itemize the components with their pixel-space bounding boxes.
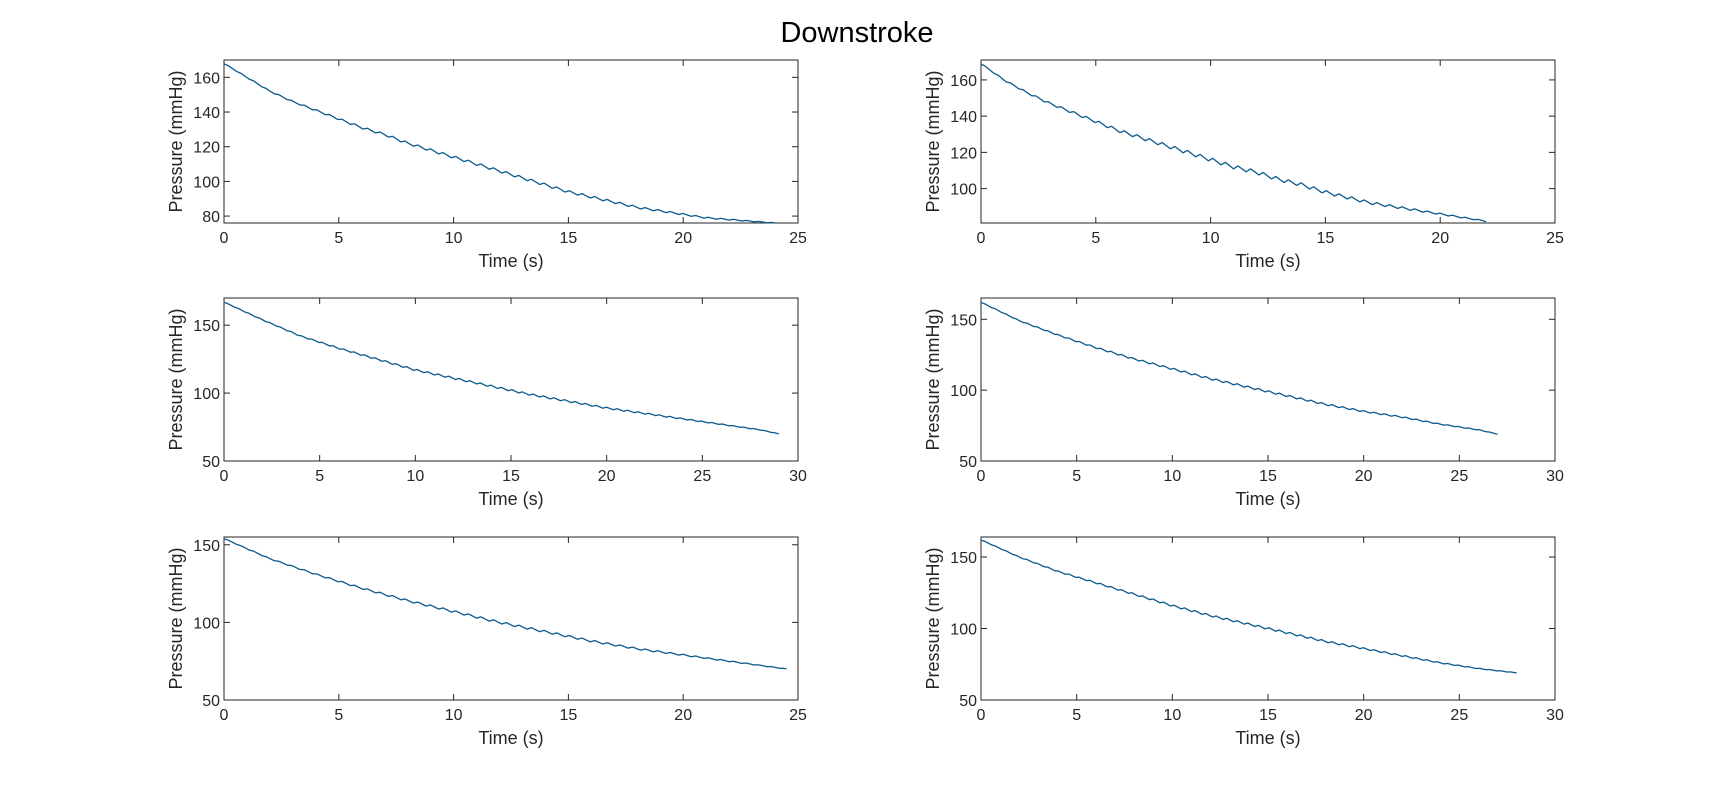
figure-title: Downstroke — [780, 17, 933, 49]
y-tick-label: 160 — [193, 70, 220, 87]
x-tick-label: 15 — [1259, 468, 1277, 485]
x-tick-label: 15 — [1259, 707, 1277, 724]
x-tick-label: 0 — [977, 707, 986, 724]
x-tick-label: 0 — [220, 230, 229, 247]
y-tick-label: 150 — [193, 318, 220, 335]
subplot-2: 0 5 10 15 20 25 100 120 140 160 Time (s) Pressure (… — [923, 59, 1564, 271]
x-tick-label: 5 — [334, 230, 343, 247]
x-tick-label: 15 — [1317, 230, 1335, 247]
x-tick-label: 10 — [445, 707, 463, 724]
x-tick-label: 0 — [977, 468, 986, 485]
x-axis-label: Time (s) — [478, 728, 543, 748]
x-axis-label: Time (s) — [478, 489, 543, 509]
x-tick-label: 30 — [1546, 468, 1564, 485]
x-tick-label: 0 — [220, 707, 229, 724]
x-tick-label: 5 — [1091, 230, 1100, 247]
x-tick-label: 10 — [406, 468, 424, 485]
x-tick-label: 5 — [1072, 707, 1081, 724]
y-tick-label: 50 — [959, 693, 977, 710]
x-tick-label: 10 — [445, 230, 463, 247]
x-tick-label: 20 — [674, 230, 692, 247]
pressure-series-line — [223, 63, 776, 224]
x-tick-label: 20 — [598, 468, 616, 485]
x-axis-label: Time (s) — [478, 251, 543, 271]
y-tick-label: 120 — [950, 145, 977, 162]
y-axis-label: Pressure (mmHg) — [166, 308, 186, 450]
subplot-6: 0 5 10 15 20 25 30 50 100 150 Time (s) Pressure (mm… — [923, 536, 1564, 748]
y-tick-label: 100 — [193, 615, 220, 632]
x-tick-label: 20 — [1355, 707, 1373, 724]
y-tick-label: 150 — [193, 538, 220, 555]
pressure-series-line — [980, 63, 1487, 223]
y-axis-label: Pressure (mmHg) — [923, 308, 943, 450]
y-axis-label: Pressure (mmHg) — [923, 547, 943, 689]
axes-box — [223, 297, 799, 462]
x-tick-label: 20 — [1431, 230, 1449, 247]
x-tick-label: 25 — [1450, 468, 1468, 485]
x-tick-label: 20 — [1355, 468, 1373, 485]
x-tick-label: 15 — [560, 707, 578, 724]
x-tick-label: 5 — [1072, 468, 1081, 485]
axes-box — [223, 536, 799, 701]
subplot-1: 0 5 10 15 20 25 80 100 120 140 160 Time (s) Pressure… — [166, 59, 807, 271]
pressure-series-line — [980, 301, 1498, 435]
axes-box — [980, 59, 1556, 224]
y-tick-label: 80 — [202, 209, 220, 226]
x-tick-label: 25 — [789, 230, 807, 247]
y-tick-label: 150 — [950, 550, 977, 567]
pressure-series-line — [980, 539, 1517, 674]
x-tick-label: 10 — [1163, 468, 1181, 485]
x-tick-label: 20 — [674, 707, 692, 724]
x-tick-label: 15 — [502, 468, 520, 485]
x-axis-label: Time (s) — [1235, 728, 1300, 748]
y-tick-label: 50 — [202, 693, 220, 710]
y-tick-label: 100 — [193, 386, 220, 403]
x-axis-label: Time (s) — [1235, 251, 1300, 271]
x-tick-label: 25 — [1450, 707, 1468, 724]
x-tick-label: 30 — [1546, 707, 1564, 724]
x-tick-label: 25 — [1546, 230, 1564, 247]
x-tick-label: 5 — [334, 707, 343, 724]
subplot-3: 0 5 10 15 20 25 30 50 100 150 Time (s) Pressure (mm… — [166, 297, 807, 509]
axes-box — [223, 59, 799, 224]
axes-box — [980, 536, 1556, 701]
y-tick-label: 160 — [950, 73, 977, 90]
y-tick-label: 150 — [950, 312, 977, 329]
x-tick-label: 5 — [315, 468, 324, 485]
subplot-5: 0 5 10 15 20 25 50 100 150 Time (s) Pressure (mmHg… — [166, 536, 807, 748]
y-tick-label: 50 — [959, 454, 977, 471]
x-tick-label: 30 — [789, 468, 807, 485]
x-tick-label: 10 — [1202, 230, 1220, 247]
x-tick-label: 15 — [560, 230, 578, 247]
y-tick-label: 100 — [193, 174, 220, 191]
pressure-series-line — [223, 301, 780, 435]
x-tick-label: 25 — [693, 468, 711, 485]
y-tick-label: 100 — [950, 383, 977, 400]
x-tick-label: 25 — [789, 707, 807, 724]
subplot-4: 0 5 10 15 20 25 30 50 100 150 Time (s) Pressure (mm… — [923, 297, 1564, 509]
y-axis-label: Pressure (mmHg) — [166, 70, 186, 212]
x-tick-label: 10 — [1163, 707, 1181, 724]
y-tick-label: 100 — [950, 622, 977, 639]
y-tick-label: 140 — [950, 109, 977, 126]
y-axis-label: Pressure (mmHg) — [166, 547, 186, 689]
y-tick-label: 50 — [202, 454, 220, 471]
y-tick-label: 120 — [193, 140, 220, 157]
x-tick-label: 0 — [220, 468, 229, 485]
x-axis-label: Time (s) — [1235, 489, 1300, 509]
pressure-series-line — [223, 538, 787, 670]
x-tick-label: 0 — [977, 230, 986, 247]
y-tick-label: 100 — [950, 182, 977, 199]
axes-box — [980, 297, 1556, 462]
y-tick-label: 140 — [193, 105, 220, 122]
y-axis-label: Pressure (mmHg) — [923, 70, 943, 212]
